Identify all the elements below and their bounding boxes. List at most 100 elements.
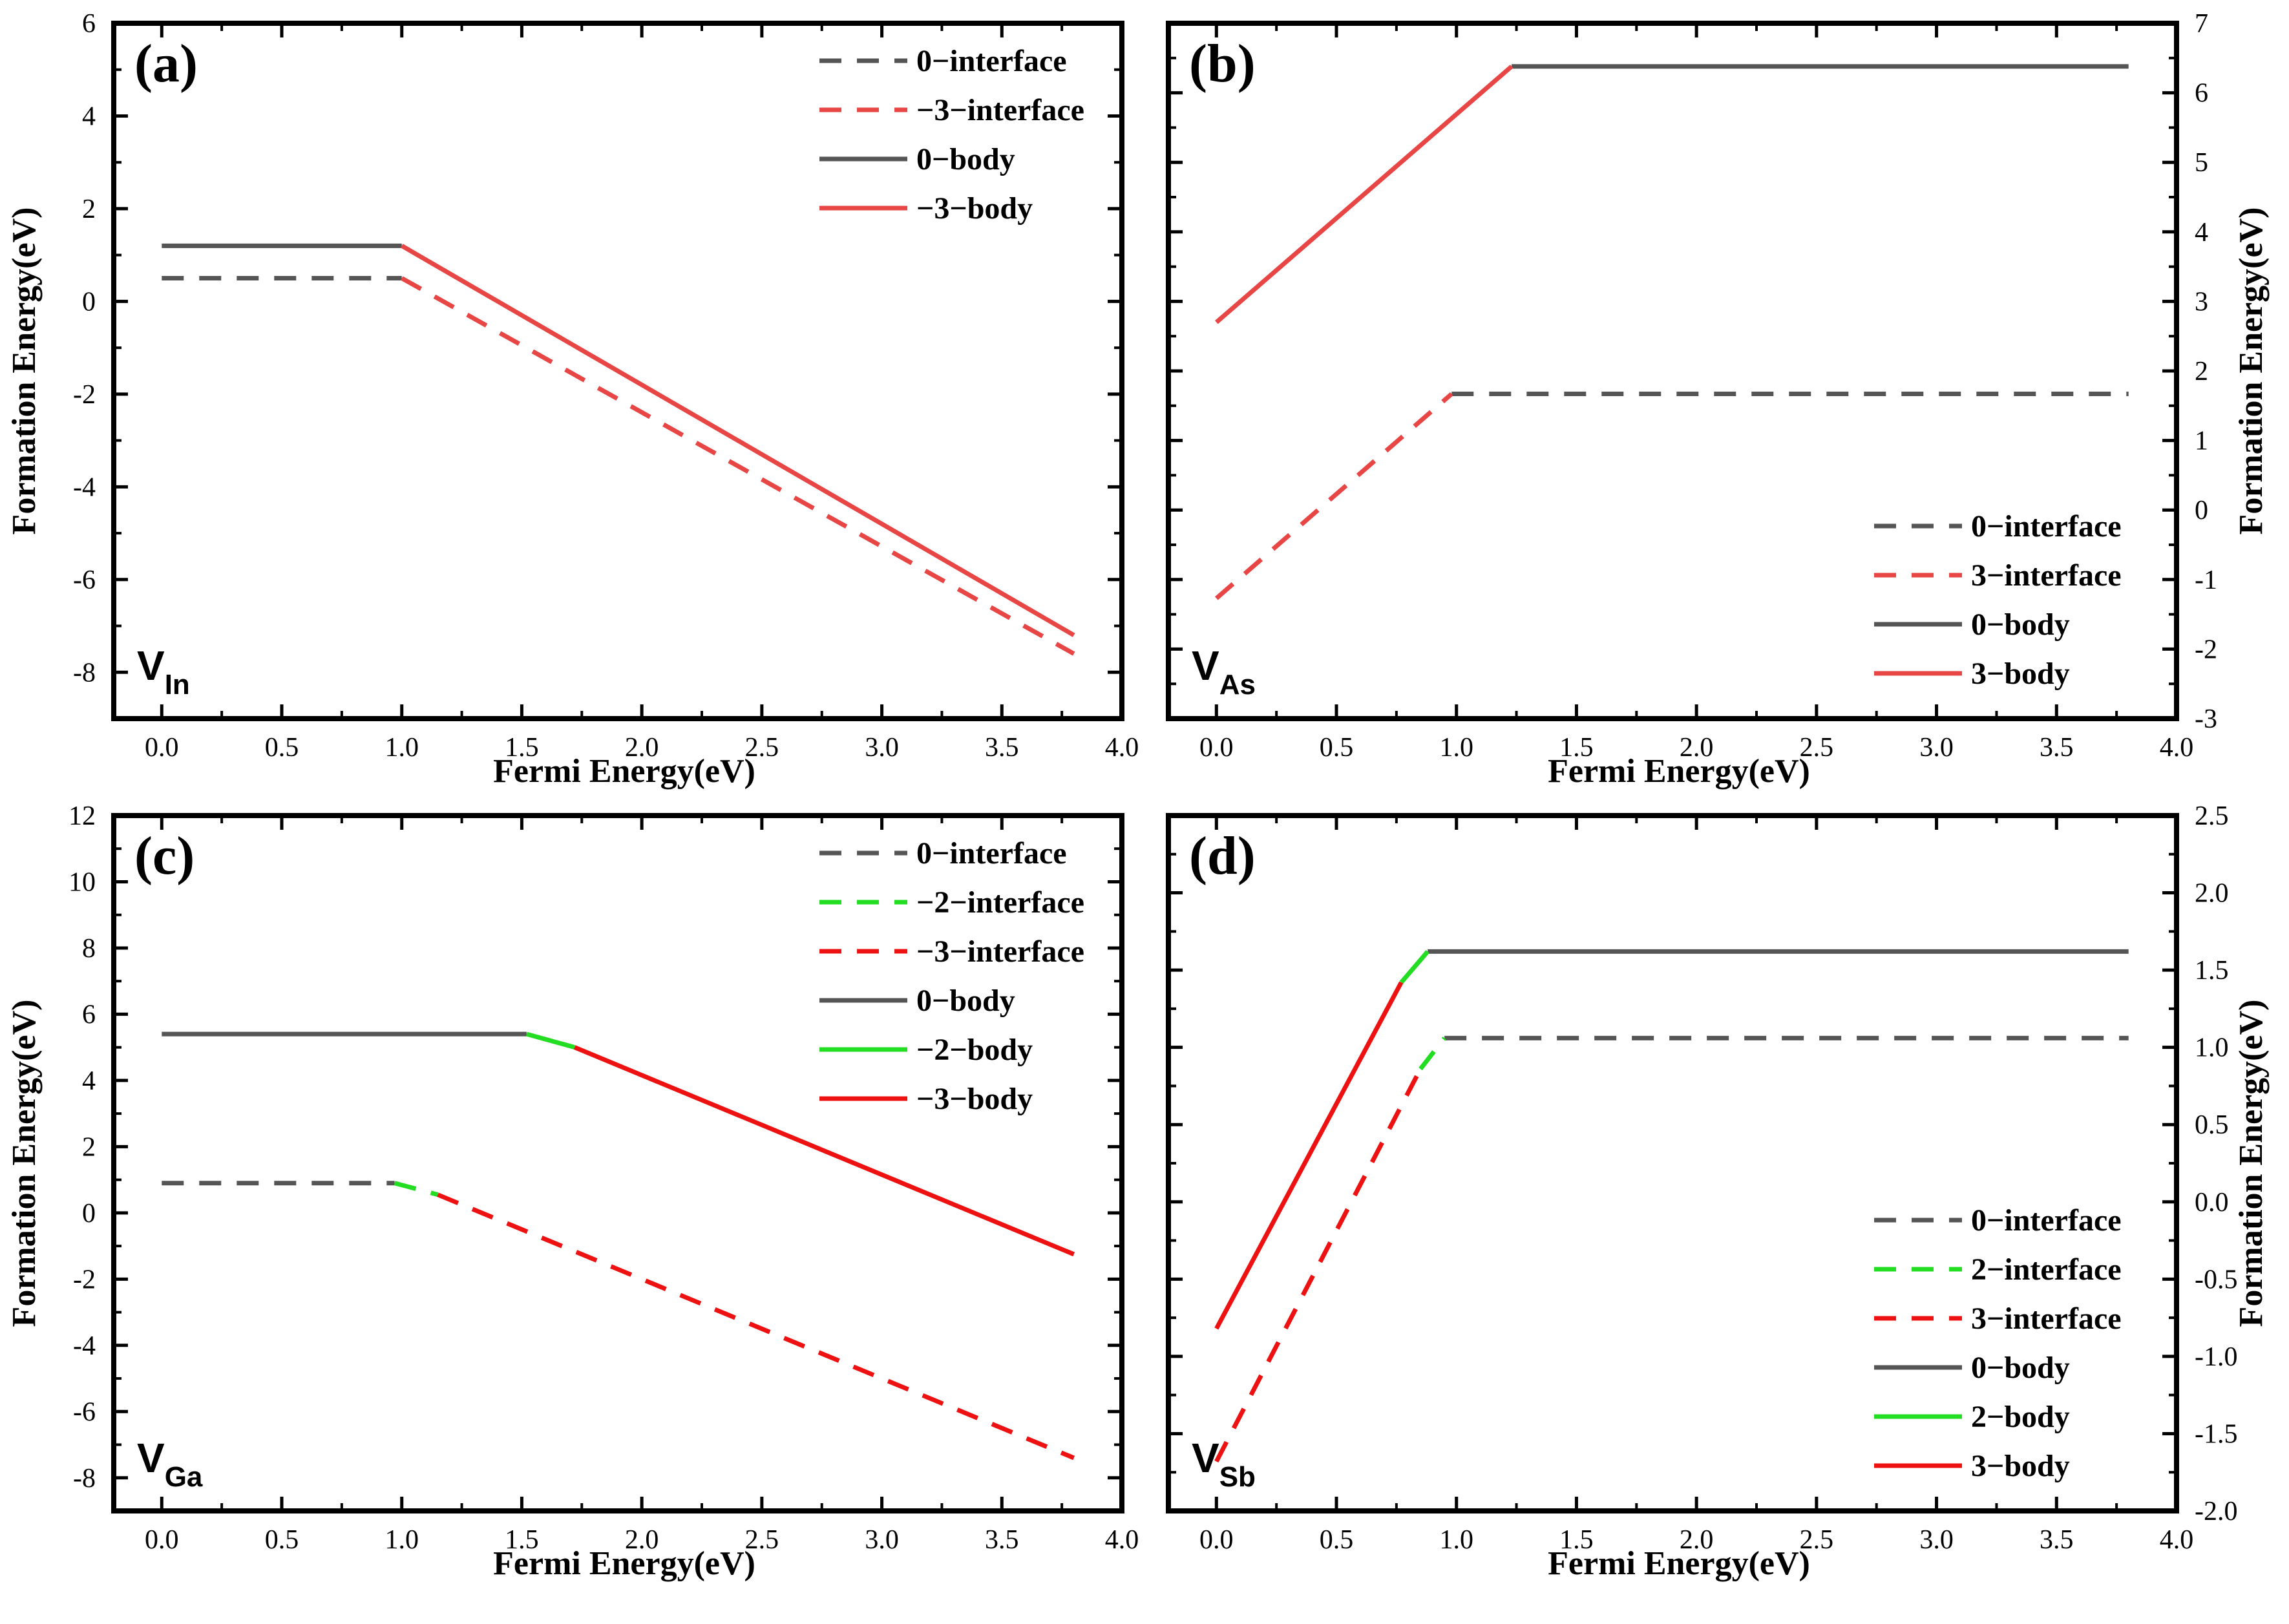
x-tick-label: 2.0 — [1680, 1525, 1714, 1555]
legend-label: −2−interface — [916, 885, 1084, 920]
x-tick-label: 0.5 — [265, 1525, 299, 1555]
plot-frame — [111, 813, 1124, 1513]
x-tick-label: 4.0 — [2160, 733, 2194, 763]
y-tick-label: 0 — [82, 1199, 96, 1229]
defect-label: VSb — [1192, 1435, 1256, 1493]
x-tick-label: 0.0 — [145, 1525, 179, 1555]
y-tick-label: 2.5 — [2195, 801, 2229, 831]
y-axis-title: Formation Energy(eV) — [6, 207, 43, 535]
y-tick-label: -6 — [73, 565, 96, 595]
y-tick-label: 2 — [82, 1132, 96, 1162]
x-axis-title: Fermi Energy(eV) — [493, 1545, 755, 1582]
series-line — [400, 244, 1075, 637]
legend-label: −3−body — [916, 1082, 1033, 1116]
legend-label: 3−body — [1971, 1449, 2070, 1483]
x-tick-label: 0.5 — [1320, 1525, 1354, 1555]
x-tick-label: 2.5 — [1800, 733, 1834, 763]
x-tick-label: 0.0 — [145, 733, 179, 763]
y-tick-label: 1.5 — [2195, 956, 2229, 986]
x-tick-label: 4.0 — [2160, 1525, 2194, 1555]
y-tick-label: -6 — [73, 1397, 96, 1427]
y-tick-label: -4 — [73, 1331, 96, 1361]
legend-label: 0−interface — [916, 836, 1067, 870]
panel-label: (a) — [134, 34, 198, 94]
y-tick-label: -8 — [73, 658, 96, 688]
y-tick-label: -3 — [2195, 704, 2217, 734]
y-tick-label: 4 — [82, 1066, 96, 1096]
y-tick-label: 6 — [82, 9, 96, 39]
x-tick-label: 3.5 — [985, 733, 1019, 763]
x-tick-label: 2.5 — [745, 1525, 779, 1555]
panel-b: 0.0 0.5 1.0 1.5 2.0 2.5 3.0 3.5 4.0-3 -2 -1 0 1 2 3 4 5 6… — [1166, 9, 2270, 790]
legend-label: −2−body — [916, 1033, 1033, 1067]
x-tick-label: 2.5 — [1800, 1525, 1834, 1555]
x-tick-label: 3.0 — [1919, 733, 1954, 763]
y-axis-title: Formation Energy(eV) — [2233, 207, 2270, 535]
series-line — [401, 276, 1075, 656]
x-tick-label: 3.5 — [2040, 1525, 2074, 1555]
legend-label: 3−interface — [1971, 558, 2122, 593]
y-tick-label: 2 — [2195, 357, 2208, 386]
y-tick-label: -2 — [73, 380, 96, 410]
y-tick-label: -1.0 — [2195, 1342, 2238, 1372]
x-axis-title: Fermi Energy(eV) — [1548, 753, 1810, 790]
series-line — [1419, 1037, 1446, 1071]
y-tick-label: -4 — [73, 472, 96, 502]
series-line — [1214, 392, 1453, 600]
x-tick-label: 0.5 — [265, 733, 299, 763]
y-tick-label: 12 — [69, 801, 96, 831]
y-tick-label: 4 — [2195, 218, 2208, 248]
x-tick-label: 3.5 — [985, 1525, 1019, 1555]
x-tick-label: 1.0 — [385, 733, 419, 763]
series-line — [1214, 1068, 1423, 1463]
legend-label: 0−body — [1971, 1351, 2070, 1385]
y-tick-label: -1.5 — [2195, 1419, 2238, 1449]
y-axis-title: Formation Energy(eV) — [2233, 1000, 2270, 1327]
x-tick-label: 3.0 — [865, 1525, 899, 1555]
x-tick-label: 1.0 — [385, 1525, 419, 1555]
y-tick-label: 4 — [82, 101, 96, 131]
x-tick-label: 1.0 — [1439, 1525, 1473, 1555]
x-tick-label: 3.0 — [1919, 1525, 1954, 1555]
x-tick-label: 1.5 — [505, 1525, 539, 1555]
x-tick-label: 2.0 — [625, 733, 659, 763]
y-tick-label: -0.5 — [2195, 1265, 2238, 1294]
y-tick-label: 8 — [82, 934, 96, 964]
y-tick-label: 0.5 — [2195, 1110, 2229, 1140]
y-tick-label: 0 — [2195, 496, 2208, 525]
x-axis-title: Fermi Energy(eV) — [1548, 1545, 1810, 1582]
y-tick-label: 0.0 — [2195, 1188, 2229, 1218]
series-line — [1399, 950, 1429, 984]
defect-label: VGa — [137, 1435, 203, 1493]
series-line — [1214, 65, 1514, 324]
x-tick-label: 1.5 — [505, 733, 539, 763]
legend-label: 0−interface — [916, 44, 1067, 78]
series-line — [394, 1181, 439, 1197]
y-tick-label: 1 — [2195, 427, 2208, 456]
series-line — [1214, 981, 1404, 1330]
legend-label: −3−body — [916, 191, 1033, 226]
y-tick-label: 1.0 — [2195, 1033, 2229, 1063]
legend-label: −3−interface — [916, 934, 1084, 969]
y-tick-label: 10 — [69, 867, 96, 897]
legend-label: 3−interface — [1971, 1302, 2122, 1336]
panel-label: (c) — [134, 826, 195, 886]
y-tick-label: 0 — [82, 287, 96, 317]
y-tick-label: 6 — [82, 1000, 96, 1029]
x-tick-label: 0.0 — [1199, 733, 1234, 763]
y-tick-label: 2 — [82, 195, 96, 224]
legend-label: 0−body — [916, 984, 1015, 1018]
plot-frame — [111, 21, 1124, 721]
x-tick-label: 3.0 — [865, 733, 899, 763]
y-tick-label: 3 — [2195, 287, 2208, 317]
legend-label: 2−body — [1971, 1400, 2070, 1434]
panel-label: (b) — [1189, 34, 1256, 94]
y-tick-label: 2.0 — [2195, 879, 2229, 909]
y-axis-title: Formation Energy(eV) — [6, 1000, 43, 1327]
x-tick-label: 2.5 — [745, 733, 779, 763]
x-tick-label: 2.0 — [1680, 733, 1714, 763]
x-tick-label: 4.0 — [1105, 733, 1139, 763]
x-tick-label: 1.0 — [1439, 733, 1473, 763]
x-tick-label: 2.0 — [625, 1525, 659, 1555]
